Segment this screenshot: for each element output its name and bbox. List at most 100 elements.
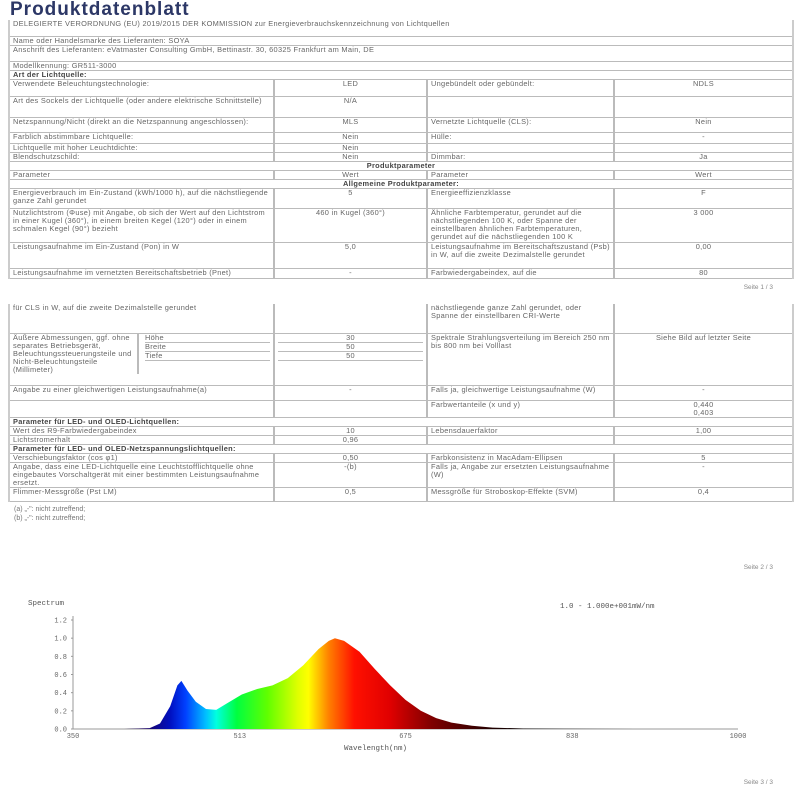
table-row: Art der Lichtquelle: xyxy=(10,70,792,80)
parameter-cell: Angabe, dass eine LED-Lichtquelle eine L… xyxy=(10,462,274,488)
section-heading: Parameter für LED- und OLED-Netzspannung… xyxy=(10,444,792,454)
table-row: DELEGIERTE VERORDNUNG (EU) 2019/2015 DER… xyxy=(10,20,792,37)
value-cell: Nein xyxy=(273,132,427,144)
x-axis-title: Wavelength(nm) xyxy=(344,745,407,753)
parameter-cell: Lichtstromerhalt xyxy=(10,435,274,445)
parameter-cell: Verschiebungsfaktor (cos φ1) xyxy=(10,453,274,463)
y-tick-label: 1.0 xyxy=(54,636,67,644)
table-row: Name oder Handelsmarke des Lieferanten: … xyxy=(10,36,792,46)
dimension-label: Tiefe xyxy=(145,352,270,361)
spectrum-chart: 0.0 0.2 0.4 0.6 0.8 1.0 1.2 350 513 675 838 1000 Spe… xyxy=(28,600,747,753)
value-cell: 0,50 xyxy=(273,453,427,463)
table-row: Verwendete Beleuchtungstechnologie: LED Un… xyxy=(10,79,792,97)
y-tick-label: 0.2 xyxy=(54,708,67,716)
page-1-footer: Seite 1 / 3 xyxy=(743,283,773,291)
section-heading: DELEGIERTE VERORDNUNG (EU) 2019/2015 DER… xyxy=(10,20,792,37)
value-cell: 0,5 xyxy=(273,487,427,502)
y-tick-label: 1.2 xyxy=(54,618,67,626)
table-row: Energieverbrauch im Ein-Zustand (kWh/100… xyxy=(10,188,792,209)
section-heading: Produktparameter xyxy=(10,161,792,171)
value-cell: 0,96 xyxy=(273,435,427,445)
parameter-cell: Netzspannung/Nicht (direkt an die Netzsp… xyxy=(10,117,274,133)
parameter-cell: Lichtquelle mit hoher Leuchtdichte: xyxy=(10,143,274,153)
value-cell: 5,0 xyxy=(273,242,427,269)
dimensions-cell: Äußere Abmessungen, ggf. ohne separates … xyxy=(10,333,274,386)
parameter-cell: Falls ja, gleichwertige Leistungsaufnahm… xyxy=(426,385,614,401)
parameter-cell: Ähnliche Farbtemperatur, gerundet auf di… xyxy=(426,208,614,243)
page-title: Produktdatenblatt xyxy=(10,0,190,20)
table-row: Leistungsaufnahme im Ein-Zustand (Pon) i… xyxy=(10,242,792,269)
page-3-footer: Seite 3 / 3 xyxy=(743,779,773,786)
parameter-cell: Parameter xyxy=(10,170,274,180)
y-tick-label: 0.6 xyxy=(54,672,67,680)
y-tick-label: 0.4 xyxy=(54,690,67,698)
table-row: Angabe, dass eine LED-Lichtquelle eine L… xyxy=(10,462,792,488)
section-heading: Allgemeine Produktparameter: xyxy=(10,179,792,189)
value-cell: 0,440 0,403 xyxy=(613,400,792,418)
parameter-cell: Leistungsaufnahme im vernetzten Bereitsc… xyxy=(10,268,274,279)
dimension-values: 30 50 50 xyxy=(273,333,427,386)
value-cell: N/A xyxy=(273,96,427,118)
x-tick-label: 675 xyxy=(399,733,412,741)
value-cell xyxy=(613,96,792,118)
parameter-cell: Farblich abstimmbare Lichtquelle: xyxy=(10,132,274,144)
table-row: Allgemeine Produktparameter: xyxy=(10,179,792,189)
section-heading: Art der Lichtquelle: xyxy=(10,70,792,80)
parameter-cell: Farbwiedergabeindex, auf die xyxy=(426,268,614,279)
section-heading: Anschrift des Lieferanten: eVatmaster Co… xyxy=(10,45,792,62)
value-cell: NDLS xyxy=(613,79,792,97)
value-cell: 5 xyxy=(613,453,792,463)
footnote-b: (b) „-": nicht zutreffend; xyxy=(14,515,86,522)
x-tick-label: 350 xyxy=(67,733,80,741)
value-cell: 3 000 xyxy=(613,208,792,243)
value-cell xyxy=(613,143,792,153)
table-row: Netzspannung/Nicht (direkt an die Netzsp… xyxy=(10,117,792,133)
table-row: Farblich abstimmbare Lichtquelle: Nein Hül… xyxy=(10,132,792,144)
parameter-cell: Falls ja, Angabe zur ersetzten Leistungs… xyxy=(426,462,614,488)
parameter-cell: Messgröße für Stroboskop-Effekte (SVM) xyxy=(426,487,614,502)
parameter-cell: nächstliegende ganze Zahl gerundet, oder… xyxy=(426,303,614,334)
y-tick-label: 0.0 xyxy=(54,727,67,735)
value-cell xyxy=(273,400,427,418)
value-cell xyxy=(613,303,792,334)
value-cell xyxy=(613,435,792,445)
dimension-value: 50 xyxy=(278,343,423,352)
table-row: Lichtquelle mit hoher Leuchtdichte: Nein xyxy=(10,143,792,153)
table-row: Anschrift des Lieferanten: eVatmaster Co… xyxy=(10,45,792,62)
parameter-cell xyxy=(426,435,614,445)
value-cell: LED xyxy=(273,79,427,97)
table-row: Parameter Wert Parameter Wert xyxy=(10,170,792,180)
parameter-cell: Energieverbrauch im Ein-Zustand (kWh/100… xyxy=(10,188,274,209)
parameter-cell: Nutzlichtstrom (Φuse) mit Angabe, ob sic… xyxy=(10,208,274,243)
parameter-cell: Parameter xyxy=(426,170,614,180)
parameter-cell: Vernetzte Lichtquelle (CLS): xyxy=(426,117,614,133)
value-cell: 0,4 xyxy=(613,487,792,502)
parameter-cell: Farbwertanteile (x und y) xyxy=(426,400,614,418)
table-row: Lichtstromerhalt 0,96 xyxy=(10,435,792,445)
table-row: Produktparameter xyxy=(10,161,792,171)
value-cell: - xyxy=(613,462,792,488)
table-row: Parameter für LED- und OLED-Lichtquellen… xyxy=(10,417,792,427)
table-row: Wert des R9-Farbwiedergabeindex 10 Lebensd… xyxy=(10,426,792,436)
parameter-cell: Farbkonsistenz in MacAdam-Ellipsen xyxy=(426,453,614,463)
parameter-cell: Leistungsaufnahme im Ein-Zustand (Pon) i… xyxy=(10,242,274,269)
parameter-cell: Lebensdauerfaktor xyxy=(426,426,614,436)
dimensions-label: Äußere Abmessungen, ggf. ohne separates … xyxy=(13,333,132,374)
value-cell: Ja xyxy=(613,152,792,162)
value-cell: 460 in Kugel (360°) xyxy=(273,208,427,243)
value-cell: Nein xyxy=(613,117,792,133)
value-cell: - xyxy=(273,268,427,279)
parameter-cell: Verwendete Beleuchtungstechnologie: xyxy=(10,79,274,97)
table-row: Angabe zu einer gleichwertigen Leistungs… xyxy=(10,385,792,401)
x-tick-label: 1000 xyxy=(730,733,747,741)
table-row: Blendschutzschild: Nein Dimmbar: Ja xyxy=(10,152,792,162)
spectrum-area xyxy=(73,638,738,729)
value-cell: Nein xyxy=(273,152,427,162)
section-heading: Parameter für LED- und OLED-Lichtquellen… xyxy=(10,417,792,427)
section-heading: Name oder Handelsmarke des Lieferanten: … xyxy=(10,36,792,46)
parameter-cell: Hülle: xyxy=(426,132,614,144)
parameter-cell: Dimmbar: xyxy=(426,152,614,162)
table-row: Leistungsaufnahme im vernetzten Bereitsc… xyxy=(10,268,792,279)
value-cell: 10 xyxy=(273,426,427,436)
table-row: Nutzlichtstrom (Φuse) mit Angabe, ob sic… xyxy=(10,208,792,243)
